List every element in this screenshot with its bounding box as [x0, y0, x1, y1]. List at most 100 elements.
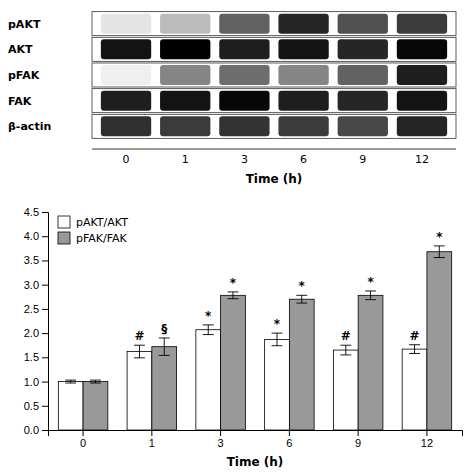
blot-underline	[92, 149, 456, 150]
bar	[427, 252, 452, 430]
x-tick-mark	[289, 430, 290, 436]
x-tick-label: 6	[286, 437, 292, 449]
bar	[83, 382, 108, 430]
row-label: pFAK	[8, 69, 40, 82]
y-tick-mark	[42, 430, 48, 431]
blot-band	[101, 14, 151, 34]
y-tick: 1.5	[24, 351, 48, 363]
annotations: #**##§****	[134, 230, 443, 343]
bar	[127, 352, 152, 430]
x-axis-title: Time (h)	[246, 172, 303, 186]
error-bar	[65, 380, 76, 383]
y-tick-mark	[42, 236, 48, 237]
x-axis-line	[49, 431, 463, 437]
bar	[221, 295, 246, 430]
error-bar	[90, 380, 101, 383]
column-label: 3	[241, 153, 248, 166]
blot-band	[397, 39, 447, 59]
y-tick-label: 4.0	[24, 230, 39, 242]
blot-band	[338, 91, 388, 111]
y-tick: 3.0	[24, 279, 48, 291]
blot-band	[338, 116, 388, 136]
bar-annotation: *	[230, 276, 237, 290]
y-tick-mark	[42, 382, 48, 383]
column-label: 0	[123, 153, 130, 166]
bar	[358, 295, 383, 430]
blot-band	[278, 39, 328, 59]
error-bar	[434, 246, 445, 258]
error-bar	[159, 338, 170, 355]
column-label: 9	[359, 153, 366, 166]
blot-row-frame	[92, 114, 456, 138]
blot-band	[397, 91, 447, 111]
blot-band	[278, 65, 328, 85]
legend-item: pAKT/AKT	[58, 216, 128, 229]
error-bar	[228, 292, 239, 299]
bar-annotation: *	[367, 275, 374, 289]
blot-band	[338, 65, 388, 85]
bar	[265, 339, 290, 430]
y-tick-mark	[42, 406, 48, 407]
error-bar	[340, 345, 351, 355]
y-tick-label: 2.5	[24, 303, 39, 315]
blot-band	[160, 91, 210, 111]
x-tick-label: 12	[421, 437, 433, 449]
y-tick: 2.0	[24, 327, 48, 339]
error-bar	[409, 345, 420, 354]
y-axis: 0.00.51.01.52.02.53.03.54.04.5	[24, 206, 49, 436]
error-bar	[134, 345, 145, 358]
y-tick: 1.0	[24, 376, 48, 388]
bar	[196, 330, 221, 430]
blot-row	[92, 114, 456, 138]
bar-annotation: #	[341, 329, 351, 343]
bar-annotation: #	[134, 329, 144, 343]
x-tick: 9	[355, 430, 361, 449]
bar	[289, 299, 314, 430]
bar	[58, 382, 83, 430]
y-tick: 0.0	[24, 424, 48, 436]
blot-row	[92, 89, 456, 113]
row-label: FAK	[8, 95, 32, 108]
legend-item: pFAK/FAK	[58, 232, 128, 245]
y-tick: 2.5	[24, 303, 48, 315]
legend-label: pFAK/FAK	[76, 232, 128, 245]
x-tick-mark	[151, 430, 152, 436]
blot-band	[160, 14, 210, 34]
y-tick-label: 2.0	[24, 327, 39, 339]
bar-annotation: *	[299, 279, 306, 293]
y-tick-mark	[42, 309, 48, 310]
x-tick: 3	[218, 430, 224, 449]
bar-annotation: *	[436, 230, 443, 244]
row-label: AKT	[8, 43, 33, 56]
blot-row	[92, 37, 456, 61]
blot-band	[397, 116, 447, 136]
blot-band	[160, 116, 210, 136]
y-tick: 4.0	[24, 230, 48, 242]
plot-marks	[58, 246, 451, 430]
y-tick-mark	[42, 212, 48, 213]
legend: pAKT/AKT pFAK/FAK	[58, 216, 128, 245]
blot-row-frame	[92, 63, 456, 87]
blot-band	[219, 116, 269, 136]
x-tick-mark	[358, 430, 359, 436]
y-tick: 4.5	[24, 206, 48, 218]
x-tick: 0	[80, 430, 86, 449]
y-tick-label: 1.5	[24, 351, 39, 363]
column-label: 6	[300, 153, 307, 166]
legend-swatch	[58, 232, 70, 244]
column-label: 12	[415, 153, 429, 166]
y-tick-mark	[42, 357, 48, 358]
blot-row-frame	[92, 12, 456, 36]
y-tick-label: 0.0	[24, 424, 39, 436]
blot-panel: pAKTAKTpFAKFAKβ-actin0136912Time (h)	[8, 12, 456, 186]
bar-series	[83, 246, 452, 430]
blot-band	[278, 14, 328, 34]
y-tick: 0.5	[24, 400, 48, 412]
figure: pAKTAKTpFAKFAKβ-actin0136912Time (h)0.00…	[0, 0, 474, 474]
error-bar	[365, 291, 376, 300]
row-label: β-actin	[8, 120, 51, 133]
bar	[333, 350, 358, 430]
error-bar	[203, 325, 214, 335]
blot-band	[219, 39, 269, 59]
blot-band	[338, 39, 388, 59]
